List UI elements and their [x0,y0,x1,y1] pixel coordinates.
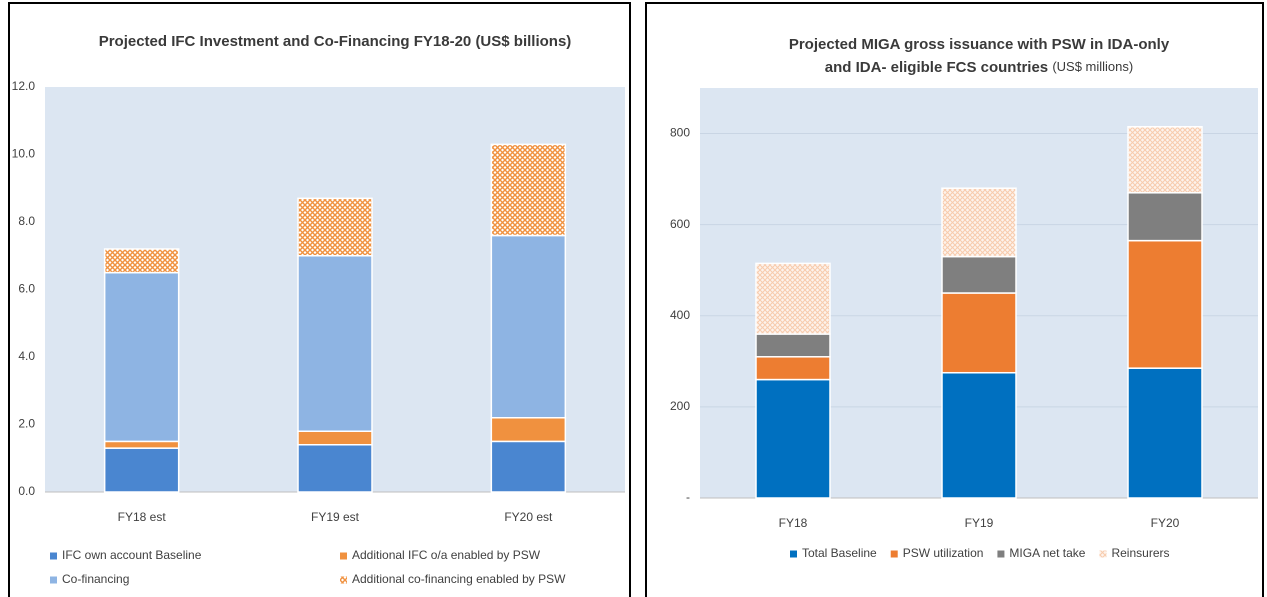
bar-segment [103,271,180,443]
y-tick-label: 0.0 [18,484,35,498]
chart-subtitle: (US$ millions) [1052,59,1133,74]
legend-swatch [790,550,797,558]
title-line: and IDA- eligible FCS countries [825,59,1048,76]
legend-swatch [340,576,347,584]
bar-segment [941,187,1017,258]
legend-label: Reinsurers [1111,546,1169,560]
legend-swatch [1099,550,1107,558]
bar-segment [490,143,567,237]
y-tick-label: 6.0 [18,282,35,296]
bar-segment [297,444,373,493]
legend-swatch [997,550,1005,558]
bar-segment [941,371,1017,499]
y-tick-label: 12.0 [12,79,36,93]
bar-segment [755,378,831,499]
legend-label: IFC own account Baseline [62,548,202,562]
bar-segment [941,292,1017,374]
bar-segment [297,255,373,432]
y-tick-label: 8.0 [18,214,35,228]
title-line: Projected MIGA gross issuance with PSW i… [789,36,1170,53]
legend-label: PSW utilization [903,546,984,560]
bar-segment [755,262,831,335]
bar-segment [1127,125,1203,194]
x-tick-label: FY19 est [311,510,360,524]
y-tick-label: 200 [670,399,690,413]
bar-segment [1127,367,1203,499]
legend-swatch [50,576,57,584]
bar-segment [297,430,373,446]
y-tick-label: 2.0 [18,417,35,431]
bar-segment [755,333,831,358]
bar-segment [1127,192,1203,242]
bar-segment [103,447,180,493]
x-tick-label: FY20 est [504,510,553,524]
legend-swatch [50,552,57,560]
bar-segment [941,255,1017,294]
bar-segment [297,197,373,257]
y-tick-label: 600 [670,217,690,231]
x-tick-label: FY19 [965,516,994,530]
y-tick-label: 800 [670,126,690,140]
bar-segment [1127,239,1203,369]
legend-label: Additional IFC o/a enabled by PSW [352,548,541,562]
bar-segment [103,248,180,274]
bar-segment [490,234,567,419]
y-tick-label: - [686,490,690,504]
bar-segment [490,417,567,443]
x-tick-label: FY20 [1151,516,1180,530]
bar-segment [103,440,180,449]
chart-title: Projected MIGA gross issuance with PSW i… [789,36,1170,53]
legend-label: Total Baseline [802,546,877,560]
chart-title: and IDA- eligible FCS countries (US$ mil… [825,59,1133,76]
legend-label: Co-financing [62,572,129,586]
bar-segment [490,440,567,493]
y-tick-label: 4.0 [18,349,35,363]
legend-label: Additional co-financing enabled by PSW [352,572,566,586]
title-line: Projected IFC Investment and Co-Financin… [99,33,572,50]
y-tick-label: 10.0 [12,147,36,161]
x-tick-label: FY18 [779,516,808,530]
y-tick-label: 400 [670,308,690,322]
legend-swatch [890,550,898,558]
legend-swatch [340,552,347,560]
bar-segment [755,356,831,381]
legend-label: MIGA net take [1009,546,1085,560]
chart-title: Projected IFC Investment and Co-Financin… [99,33,572,50]
x-tick-label: FY18 est [118,510,167,524]
